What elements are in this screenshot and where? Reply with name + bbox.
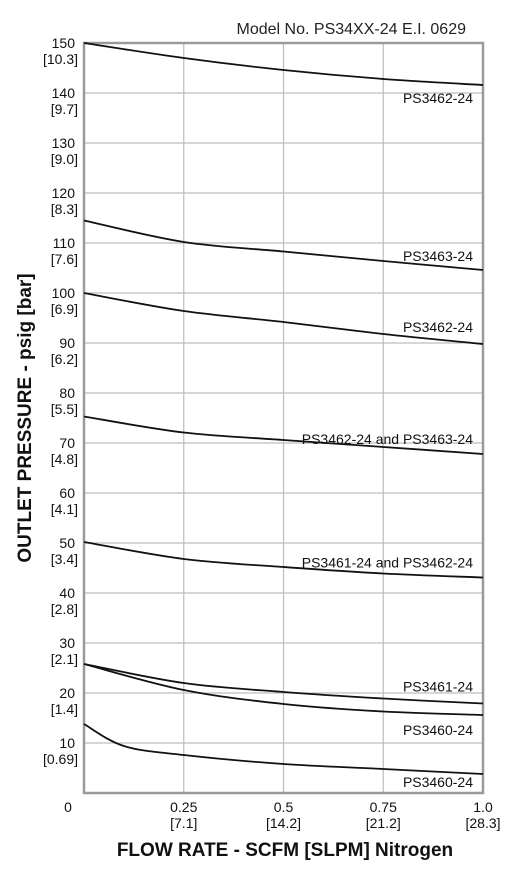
y-tick-label: 50 xyxy=(59,535,75,551)
y-tick-label: 130 xyxy=(52,135,76,151)
y-tick-sublabel: [2.1] xyxy=(51,651,78,667)
x-tick-sublabel: [21.2] xyxy=(366,815,401,831)
series-label: PS3462-24 xyxy=(403,90,473,106)
y-tick-label: 90 xyxy=(59,335,75,351)
series-line xyxy=(83,723,484,775)
y-tick-sublabel: [9.7] xyxy=(51,101,78,117)
y-tick-label: 80 xyxy=(59,385,75,401)
x-tick-sublabel: [7.1] xyxy=(170,815,197,831)
y-tick-sublabel: [5.5] xyxy=(51,401,78,417)
y-tick-sublabel: [10.3] xyxy=(43,51,78,67)
series-label: PS3462-24 and PS3463-24 xyxy=(302,431,473,447)
y-axis-ticks: 10[0.69]20[1.4]30[2.1]40[2.8]50[3.4]60[4… xyxy=(43,35,78,767)
y-tick-sublabel: [8.3] xyxy=(51,201,78,217)
series-label: PS3461-24 xyxy=(403,679,473,695)
x-axis-title: FLOW RATE - SCFM [SLPM] Nitrogen xyxy=(117,840,453,861)
series-line xyxy=(83,219,484,271)
y-tick-label: 100 xyxy=(52,285,76,301)
series-label: PS3461-24 and PS3462-24 xyxy=(302,555,473,571)
series-label: PS3462-24 xyxy=(403,319,473,335)
series-line xyxy=(83,415,484,455)
y-tick-label: 110 xyxy=(53,235,76,251)
y-tick-sublabel: [7.6] xyxy=(51,251,78,267)
y-tick-label: 10 xyxy=(59,735,75,751)
model-number: Model No. PS34XX-24 E.I. 0629 xyxy=(237,21,467,38)
y-tick-sublabel: [6.9] xyxy=(51,301,78,317)
x-tick-label: 0.25 xyxy=(170,799,197,815)
x-tick-label: 1.0 xyxy=(473,799,493,815)
x-tick-label: 0.5 xyxy=(274,799,294,815)
y-tick-label: 120 xyxy=(52,185,76,201)
y-axis-title: OUTLET PRESSURE - psig [bar] xyxy=(15,273,36,562)
series-line xyxy=(83,292,484,345)
x-tick-label: 0.75 xyxy=(370,799,397,815)
y-tick-label: 30 xyxy=(59,635,75,651)
series-line xyxy=(83,541,484,579)
plot-frame xyxy=(82,41,485,795)
x-tick-sublabel: [14.2] xyxy=(266,815,301,831)
series-line xyxy=(83,663,484,705)
x-axis-ticks: 0 0.25[7.1] 0.5[14.2] 0.75[21.2] 1.0[28.3] xyxy=(64,799,500,831)
y-tick-label: 140 xyxy=(52,85,76,101)
y-tick-sublabel: [6.2] xyxy=(51,351,78,367)
series-label: PS3463-24 xyxy=(403,248,473,264)
series-label: PS3460-24 xyxy=(403,774,473,790)
series-labels: PS3462-24 PS3463-24 PS3462-24 PS3462-24 and… xyxy=(302,90,473,790)
y-tick-label: 70 xyxy=(59,435,75,451)
y-tick-sublabel: [1.4] xyxy=(51,701,78,717)
y-tick-label: 40 xyxy=(59,585,75,601)
y-tick-label: 60 xyxy=(59,485,75,501)
x-tick-sublabel: [28.3] xyxy=(465,815,500,831)
y-tick-sublabel: [2.8] xyxy=(51,601,78,617)
y-tick-sublabel: [4.8] xyxy=(51,451,78,467)
series-line xyxy=(83,663,484,716)
y-tick-label: 20 xyxy=(59,685,75,701)
series-lines xyxy=(83,42,484,775)
y-tick-sublabel: [9.0] xyxy=(51,151,78,167)
y-tick-sublabel: [4.1] xyxy=(51,501,78,517)
series-line xyxy=(83,42,484,86)
y-tick-label: 150 xyxy=(52,35,76,51)
series-label: PS3460-24 xyxy=(403,722,473,738)
x-tick-label: 0 xyxy=(64,799,72,815)
gridlines xyxy=(84,43,483,793)
y-tick-sublabel: [0.69] xyxy=(43,751,78,767)
y-tick-sublabel: [3.4] xyxy=(51,551,78,567)
